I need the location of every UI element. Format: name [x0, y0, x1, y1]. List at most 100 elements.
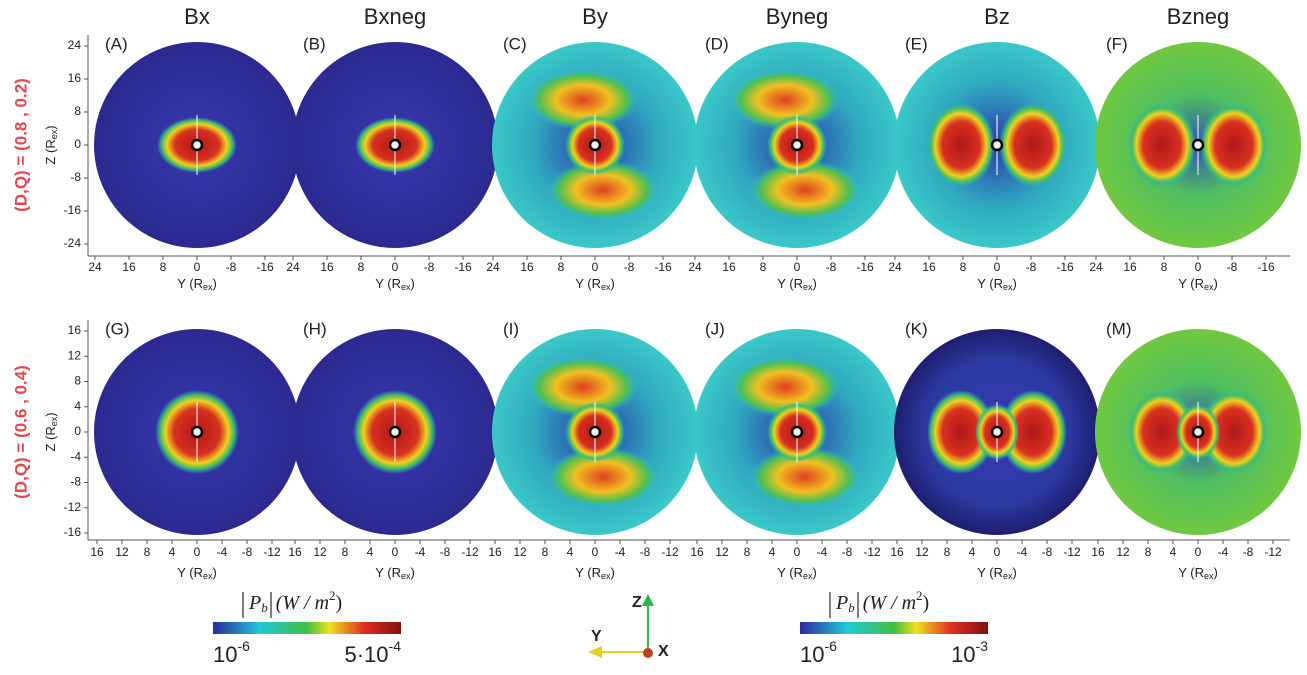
text-part: Z (R: [43, 139, 58, 164]
x-tick-label: -16: [454, 260, 472, 274]
axis-triad: Z Y X: [588, 594, 669, 660]
x-tick-label: -8: [242, 545, 253, 559]
x-tick-label: 0: [1195, 260, 1202, 274]
text-part: ): [610, 565, 614, 580]
planet: [190, 425, 204, 439]
text-part: ex: [49, 129, 59, 139]
x-tick-label: 0: [194, 260, 201, 274]
x-tick-label: -12: [461, 545, 479, 559]
hot-region: [927, 103, 995, 187]
row-label: (D,Q) = (0.6 , 0.4): [11, 365, 30, 499]
x-axis-label: Y (Rex): [777, 276, 817, 292]
x-tick-label: 24: [88, 260, 102, 274]
y-tick-label: 16: [68, 323, 82, 337]
text-part: ): [410, 276, 414, 291]
row-label: (D,Q) = (0.8 , 0.2): [11, 78, 30, 212]
text-part: ex: [803, 571, 813, 581]
heatmap-panel: [694, 42, 900, 248]
x-tick-label: 12: [313, 545, 327, 559]
hot-region: [730, 357, 840, 417]
text-part: ): [410, 565, 414, 580]
x-tick-label: 0: [794, 545, 801, 559]
triad-x: X: [658, 643, 669, 660]
text-part: Y (R: [575, 565, 601, 580]
hot-region: [548, 447, 658, 507]
colorbar-max: 10-3: [951, 638, 988, 667]
heatmap-panel: [492, 42, 698, 248]
x-tick-label: 16: [690, 545, 704, 559]
x-axis-label: Y (Rex): [375, 565, 415, 581]
x-tick-label: 8: [558, 260, 565, 274]
y-tick-label: 16: [68, 71, 82, 85]
x-axis-label: Y (Rex): [375, 276, 415, 292]
panel-label: (G): [105, 319, 130, 338]
y-axis-label: Z (Rex): [43, 412, 59, 451]
text-part: ): [1213, 276, 1217, 291]
x-tick-label: 0: [194, 545, 201, 559]
text-part: Y (R: [977, 276, 1003, 291]
text-part: ex: [1003, 571, 1013, 581]
column-title: Bx: [184, 4, 210, 29]
text-part: Y (R: [177, 276, 203, 291]
y-tick-label: 0: [74, 137, 81, 151]
text-part: ): [43, 412, 58, 416]
colorbar: [800, 622, 988, 634]
heatmap-panel: [292, 42, 498, 248]
column-title: Bxneg: [364, 4, 426, 29]
x-tick-label: -12: [661, 545, 679, 559]
y-tick-label: -16: [64, 203, 82, 217]
planet: [790, 138, 804, 152]
x-axis-label: Y (Rex): [1178, 276, 1218, 292]
colorbar-title: Pb (W / m2): [835, 588, 929, 615]
x-tick-label: -8: [1227, 260, 1238, 274]
y-tick-label: -24: [64, 236, 82, 250]
heatmap-panel: [94, 329, 300, 535]
x-tick-label: 12: [915, 545, 929, 559]
x-tick-label: 8: [744, 545, 751, 559]
panel-label: (C): [503, 34, 527, 53]
x-tick-label: 4: [567, 545, 574, 559]
x-tick-label: -4: [217, 545, 228, 559]
text-part: -3: [976, 638, 989, 654]
hot-region: [927, 390, 995, 474]
text-part: -6: [824, 638, 837, 654]
x-tick-label: 8: [542, 545, 549, 559]
x-tick-label: 12: [1116, 545, 1130, 559]
y-tick-label: 0: [74, 424, 81, 438]
x-tick-label: -8: [226, 260, 237, 274]
hot-region: [999, 103, 1067, 187]
heatmap-panel: [1095, 42, 1301, 248]
planet: [990, 138, 1004, 152]
heatmap-panel: [1095, 329, 1301, 535]
column-title: Bzneg: [1167, 4, 1229, 29]
text-part: ): [212, 565, 216, 580]
text-part: Z (R: [43, 426, 58, 451]
x-tick-label: -16: [1056, 260, 1074, 274]
panel-label: (M): [1106, 319, 1131, 338]
triad-y: Y: [591, 628, 602, 645]
panel-label: (D): [705, 34, 729, 53]
x-tick-label: -4: [817, 545, 828, 559]
planet: [790, 425, 804, 439]
x-tick-label: 8: [358, 260, 365, 274]
x-axis-label: Y (Rex): [977, 565, 1017, 581]
text-part: Y (R: [177, 565, 203, 580]
text-part: Y (R: [375, 565, 401, 580]
x-tick-label: 8: [1161, 260, 1168, 274]
y-tick-label: 8: [74, 374, 81, 388]
column-title: Byneg: [766, 4, 828, 29]
x-axis-label: Y (Rex): [1178, 565, 1218, 581]
x-tick-label: -8: [826, 260, 837, 274]
y-tick-label: -8: [70, 475, 81, 489]
heatmap-panel: [94, 42, 300, 248]
y-tick-label: 4: [74, 399, 81, 413]
text-part: ex: [601, 571, 611, 581]
text-part: b: [261, 600, 268, 615]
text-part: ): [43, 125, 58, 129]
y-axis-label: Z (Rex): [43, 125, 59, 164]
panel-label: (J): [705, 319, 725, 338]
x-tick-label: 4: [367, 545, 374, 559]
x-tick-label: 12: [715, 545, 729, 559]
text-part: ): [812, 276, 816, 291]
